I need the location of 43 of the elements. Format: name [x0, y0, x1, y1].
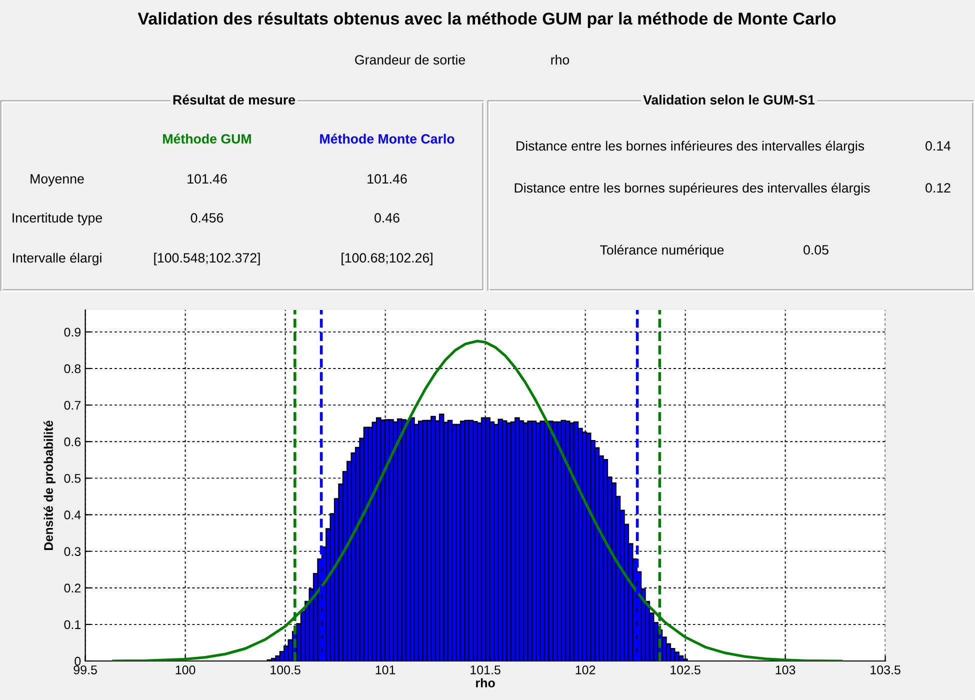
text: Méthode GUM	[163, 134, 251, 144]
y-tick-label: 0.8	[64, 364, 81, 374]
text: rho	[551, 54, 570, 65]
text: 0.14	[926, 141, 951, 151]
x-tick-label: 103	[776, 665, 796, 674]
x-axis-title: rho	[476, 678, 495, 688]
text: 0.05	[804, 245, 828, 255]
y-tick-label: 0.4	[64, 510, 81, 520]
y-tick-label: 0.7	[64, 400, 81, 410]
x-tick-label: 103.5	[870, 665, 900, 674]
text: Méthode Monte Carlo	[320, 134, 454, 144]
x-tick-label: 100	[176, 665, 196, 674]
text: 101.46	[368, 174, 407, 184]
y-tick-label: 0.6	[64, 437, 81, 446]
text: 101.46	[188, 174, 227, 184]
y-tick-label: 0.1	[64, 620, 81, 630]
text: [100.68;102.26]	[342, 252, 432, 266]
text: [100.548;102.372]	[154, 252, 260, 266]
x-tick-label: 100.5	[270, 665, 300, 674]
y-tick-label: 0	[74, 656, 81, 666]
text: Incertitude type	[12, 212, 102, 226]
text: 0.12	[926, 183, 950, 193]
text: Distance entre les bornes supérieures des intervalles élargis	[514, 182, 870, 196]
y-tick-label: 0.5	[64, 474, 81, 483]
text: Moyenne	[30, 174, 84, 186]
text: Tolérance numérique	[600, 244, 724, 258]
x-tick-label: 102.5	[670, 665, 700, 674]
text: Distance entre les bornes inférieures des intervalles élargis	[516, 140, 864, 154]
text: 0.46	[374, 213, 400, 223]
y-tick-label: 0.9	[64, 328, 81, 337]
x-tick-label: 102	[576, 665, 596, 674]
y-tick-label: 0.2	[64, 584, 81, 593]
x-tick-label: 101	[376, 665, 396, 674]
text: Résultat de mesure	[173, 94, 296, 105]
x-tick-label: 101.5	[470, 665, 500, 674]
text: Grandeur de sortie	[355, 54, 465, 65]
text: Validation selon le GUM-S1	[643, 94, 815, 105]
y-tick-label: 0.3	[64, 547, 81, 556]
x-tick-label: 99.5	[74, 665, 97, 674]
y-axis-title: Densité de probabilité	[44, 420, 56, 550]
text: Validation des résultats obtenus avec la méthode GUM par la méthode de Monte Carlo	[138, 12, 836, 28]
text: 0.456	[190, 213, 224, 223]
text: Intervalle élargi	[13, 252, 102, 266]
